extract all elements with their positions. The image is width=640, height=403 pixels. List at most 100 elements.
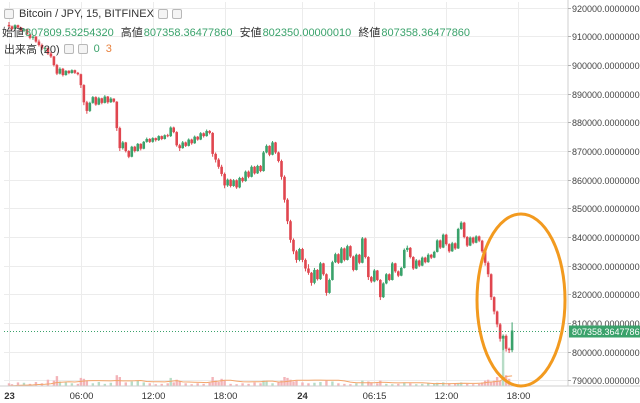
close-value: 807358.36477860	[381, 27, 471, 39]
candle-body	[250, 166, 253, 177]
volume-hide-icon[interactable]	[77, 44, 88, 54]
candle-body	[510, 330, 514, 351]
candle-body	[175, 132, 178, 146]
volume-bar	[492, 380, 496, 386]
candle-body	[441, 234, 445, 248]
candle-body	[238, 177, 241, 188]
collapse-icon[interactable]	[4, 9, 14, 19]
overlay: 807358.36477860	[4, 212, 640, 388]
volume-bar	[172, 382, 175, 386]
volume-bar	[265, 381, 268, 386]
candle-body	[492, 297, 496, 312]
current-price-label-bg	[569, 325, 640, 338]
candle-body	[157, 136, 161, 141]
time-tick-label: 12:00	[142, 391, 166, 402]
volume-bar	[483, 380, 487, 386]
candle-body	[190, 139, 193, 144]
candle-body	[100, 98, 104, 103]
volume-down-value: 3	[105, 43, 112, 55]
time-axis[interactable]: 23 06:00 12:00 18:00 24 06:15 12:00 18:00	[0, 385, 640, 402]
candle-body	[268, 145, 271, 155]
price-tick-label: 810000.00000000	[572, 319, 640, 329]
volume-bar	[235, 384, 238, 386]
high-value: 807358.36477860	[143, 27, 233, 39]
candle-body	[133, 146, 137, 152]
candle-body	[292, 239, 295, 252]
candle-body	[355, 254, 358, 270]
volume-bar	[190, 384, 193, 386]
candle-body	[19, 27, 23, 31]
candlesticks	[7, 22, 514, 354]
price-tick-label: 880000.00000000	[572, 118, 640, 128]
candle-body	[7, 24, 11, 27]
candle-body	[118, 128, 122, 149]
candle-body	[325, 274, 328, 293]
candle-body	[214, 153, 217, 160]
price-tick-label: 820000.00000000	[572, 290, 640, 300]
volume-bar	[286, 377, 289, 386]
price-tick-label: 920000.00000000	[572, 4, 640, 14]
volume-bar	[319, 382, 322, 386]
candle-body	[163, 135, 167, 139]
volume-bar	[109, 382, 113, 386]
price-axis[interactable]: 920000.00000000 910000.00000000 900000.000…	[567, 0, 640, 386]
open-label: 始値	[2, 27, 24, 39]
candle-body	[31, 36, 35, 38]
candle-body	[220, 166, 223, 174]
candle-body	[97, 98, 101, 105]
candle-body	[223, 173, 226, 186]
volume-bar	[220, 378, 223, 386]
volume-legend: 出来高 (20) 0 3	[4, 41, 112, 57]
candle-body	[283, 176, 286, 200]
candle-body	[265, 145, 268, 153]
candle-body	[139, 143, 143, 149]
volume-settings-icon[interactable]	[63, 44, 74, 54]
candle-body	[501, 335, 505, 339]
candle-body	[423, 257, 427, 263]
volume-bar	[442, 382, 445, 386]
candle-body	[426, 254, 430, 263]
volume-bar	[486, 379, 490, 386]
candle-body	[364, 238, 367, 258]
hide-icon[interactable]	[171, 9, 182, 19]
candle-body	[352, 256, 355, 270]
candle-body	[82, 85, 86, 103]
volume-bar	[436, 382, 439, 386]
volume-bar	[154, 384, 157, 386]
candle-body	[298, 249, 301, 260]
candle-body	[232, 180, 235, 186]
candle-body	[169, 127, 173, 137]
volume-bar	[175, 379, 178, 386]
candle-body	[130, 146, 134, 157]
volume-bar	[223, 380, 226, 386]
volume-bar	[385, 383, 388, 386]
candle-body	[58, 68, 62, 74]
volume-bar	[448, 383, 451, 386]
price-tick-label: 800000.00000000	[572, 348, 640, 358]
candle-body	[489, 274, 493, 298]
candle-body	[280, 161, 283, 177]
candle-body	[397, 271, 400, 276]
candle-body	[450, 243, 454, 252]
volume-bar	[58, 381, 62, 386]
candle-body	[226, 179, 229, 186]
volume-bar	[471, 384, 475, 386]
candle-body	[34, 36, 38, 42]
low-value: 802350.00000010	[262, 27, 352, 39]
price-tick-label: 840000.00000000	[572, 233, 640, 243]
volume-bar	[118, 377, 122, 386]
current-price-label: 807358.36477860	[572, 327, 640, 337]
candle-body	[145, 138, 149, 142]
volume-bar	[160, 383, 163, 386]
candle-body	[343, 248, 346, 260]
price-tick-label: 860000.00000000	[572, 176, 640, 186]
volume-bar	[456, 383, 460, 386]
candle-body	[465, 236, 469, 246]
candle-body	[52, 56, 56, 66]
volume-bar	[46, 379, 50, 386]
settings-icon[interactable]	[157, 9, 168, 19]
price-tick-label: 850000.00000000	[572, 204, 640, 214]
close-label: 終値	[358, 27, 381, 39]
volume-bar	[22, 382, 26, 386]
